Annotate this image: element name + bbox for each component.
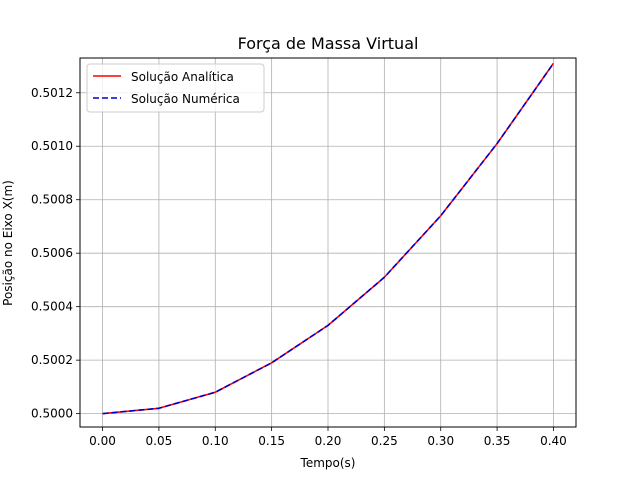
- x-tick-label: 0.25: [371, 434, 398, 448]
- y-tick-label: 0.5006: [31, 246, 73, 260]
- x-axis-ticks: 0.00 0.05 0.10 0.15 0.20 0.25 0.30 0.35 0.40: [89, 427, 567, 448]
- grid-lines: [80, 58, 576, 427]
- y-tick-label: 0.5002: [31, 353, 73, 367]
- series-lines: [102, 62, 555, 415]
- y-tick-label: 0.5004: [31, 300, 73, 314]
- y-axis-label: Posição no Eixo X(m): [1, 180, 15, 306]
- legend-label-numerica: Solução Numérica: [131, 92, 240, 106]
- x-tick-label: 0.40: [540, 434, 567, 448]
- y-tick-label: 0.5010: [31, 139, 73, 153]
- x-tick-label: 0.05: [146, 434, 173, 448]
- y-tick-label: 0.5012: [31, 86, 73, 100]
- x-tick-label: 0.35: [484, 434, 511, 448]
- x-tick-label: 0.00: [89, 434, 116, 448]
- y-tick-label: 0.5008: [31, 193, 73, 207]
- y-tick-label: 0.5000: [31, 407, 73, 421]
- legend-label-analitica: Solução Analítica: [131, 70, 234, 84]
- y-axis-ticks: 0.5000 0.5002 0.5004 0.5006 0.5008 0.5010 0.50…: [31, 86, 80, 421]
- legend-box: [86, 63, 265, 113]
- x-tick-label: 0.15: [258, 434, 285, 448]
- legend: Solução Analítica Solução Numérica: [86, 63, 265, 113]
- series-line-1: [102, 62, 555, 415]
- x-tick-label: 0.20: [315, 434, 342, 448]
- x-tick-label: 0.30: [427, 434, 454, 448]
- x-axis-label: Tempo(s): [300, 456, 356, 470]
- x-tick-label: 0.10: [202, 434, 229, 448]
- chart-title: Força de Massa Virtual: [238, 34, 419, 53]
